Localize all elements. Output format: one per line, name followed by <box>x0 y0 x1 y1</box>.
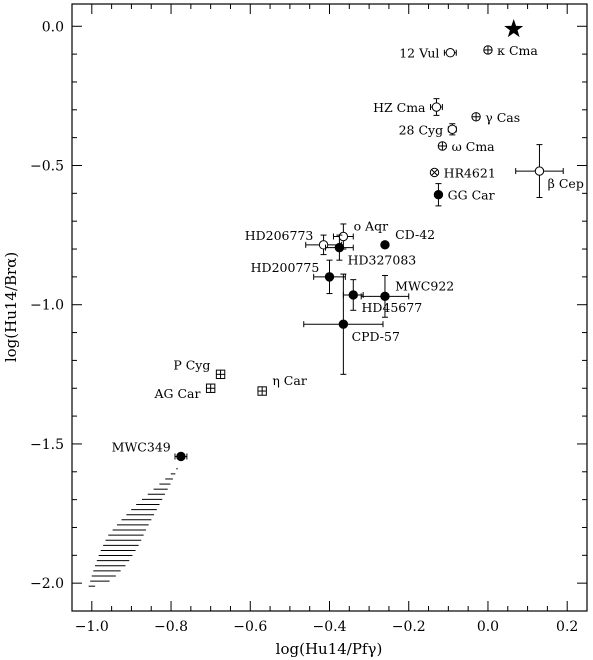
point-label: HD206773 <box>245 228 314 243</box>
y-tick-label: −1.5 <box>30 437 64 453</box>
point-label: HZ Cma <box>373 100 426 115</box>
y-tick-label: 0.0 <box>42 19 64 35</box>
marker-open-circle <box>431 102 442 112</box>
point-label: HD200775 <box>251 260 320 275</box>
x-tick-label: 0.0 <box>477 619 499 635</box>
data-point <box>433 183 444 207</box>
marker-open-circle <box>338 231 349 242</box>
hatched-region <box>88 468 178 587</box>
data-point <box>437 141 448 151</box>
marker-filled-circle <box>324 272 335 282</box>
data-point <box>380 240 390 250</box>
marker-open-circle <box>534 166 545 176</box>
marker-filled-circle <box>338 319 349 329</box>
marker-x-b <box>431 169 438 176</box>
point-label: 28 Cyg <box>399 122 444 137</box>
data-points <box>174 19 564 462</box>
y-axis-title: log(Hu14/Brα) <box>2 252 20 362</box>
data-point <box>257 386 267 396</box>
point-label: HD45677 <box>361 300 422 315</box>
point-label: CPD-57 <box>352 329 400 344</box>
marker-open-circle <box>445 48 456 58</box>
x-axis-title: log(Hu14/Pfγ) <box>276 640 383 658</box>
y-tick-label: −0.5 <box>30 158 64 174</box>
point-label: ο Aqr <box>354 218 389 233</box>
point-label: β Cep <box>548 176 584 191</box>
marker-filled-circle <box>176 451 186 462</box>
point-label: 12 Vul <box>399 46 439 61</box>
star-marker <box>504 19 524 38</box>
marker-filled-circle <box>380 240 390 250</box>
point-label: MWC922 <box>395 278 454 293</box>
data-point <box>174 451 188 462</box>
x-tick-label: −1.0 <box>75 619 109 635</box>
data-point <box>483 45 493 55</box>
data-point <box>447 123 458 136</box>
point-label: κ Cma <box>497 43 538 58</box>
point-label: P Cyg <box>173 357 210 372</box>
x-axis: −1.0 −0.8 −0.6 −0.4 −0.2 0.0 0.2 <box>71 4 588 635</box>
data-point <box>313 259 346 295</box>
point-label: GG Car <box>448 188 495 203</box>
y-tick-label: −1.0 <box>30 298 64 314</box>
data-point <box>429 167 440 178</box>
x-tick-label: −0.2 <box>392 619 426 635</box>
data-point <box>430 98 443 116</box>
point-label: ω Cma <box>452 139 496 154</box>
x-tick-label: −0.8 <box>154 619 188 635</box>
data-point <box>215 369 226 380</box>
data-point <box>342 279 364 311</box>
data-point <box>443 48 457 58</box>
x-tick-label: −0.6 <box>233 619 267 635</box>
marker-open-circle <box>447 124 458 134</box>
data-point <box>360 274 410 318</box>
point-label: η Car <box>272 373 306 388</box>
marker-filled-circle <box>348 290 358 300</box>
y-axis: 0.0 −0.5 −1.0 −1.5 −2.0 <box>30 19 587 612</box>
point-label: MWC349 <box>112 439 171 454</box>
point-label: CD-42 <box>395 227 435 242</box>
marker-filled-circle <box>334 242 345 253</box>
point-label: HD327083 <box>348 253 417 268</box>
point-labels: κ Cma 12 Vul HZ Cma γ Cas 28 Cyg ω Cma HR4621 β… <box>112 43 584 455</box>
x-tick-label: −0.4 <box>313 619 347 635</box>
data-point <box>471 112 481 122</box>
data-point <box>303 273 384 375</box>
y-tick-label: −2.0 <box>30 576 64 592</box>
point-label: AG Car <box>153 386 200 401</box>
point-label: HR4621 <box>444 165 496 180</box>
marker-filled-circle <box>433 190 444 200</box>
data-point <box>205 383 216 393</box>
x-tick-label: 0.2 <box>556 619 578 635</box>
marker-filled-circle <box>380 291 390 302</box>
point-label: γ Cas <box>485 110 520 125</box>
data-point <box>515 144 564 199</box>
data-point <box>325 234 354 261</box>
